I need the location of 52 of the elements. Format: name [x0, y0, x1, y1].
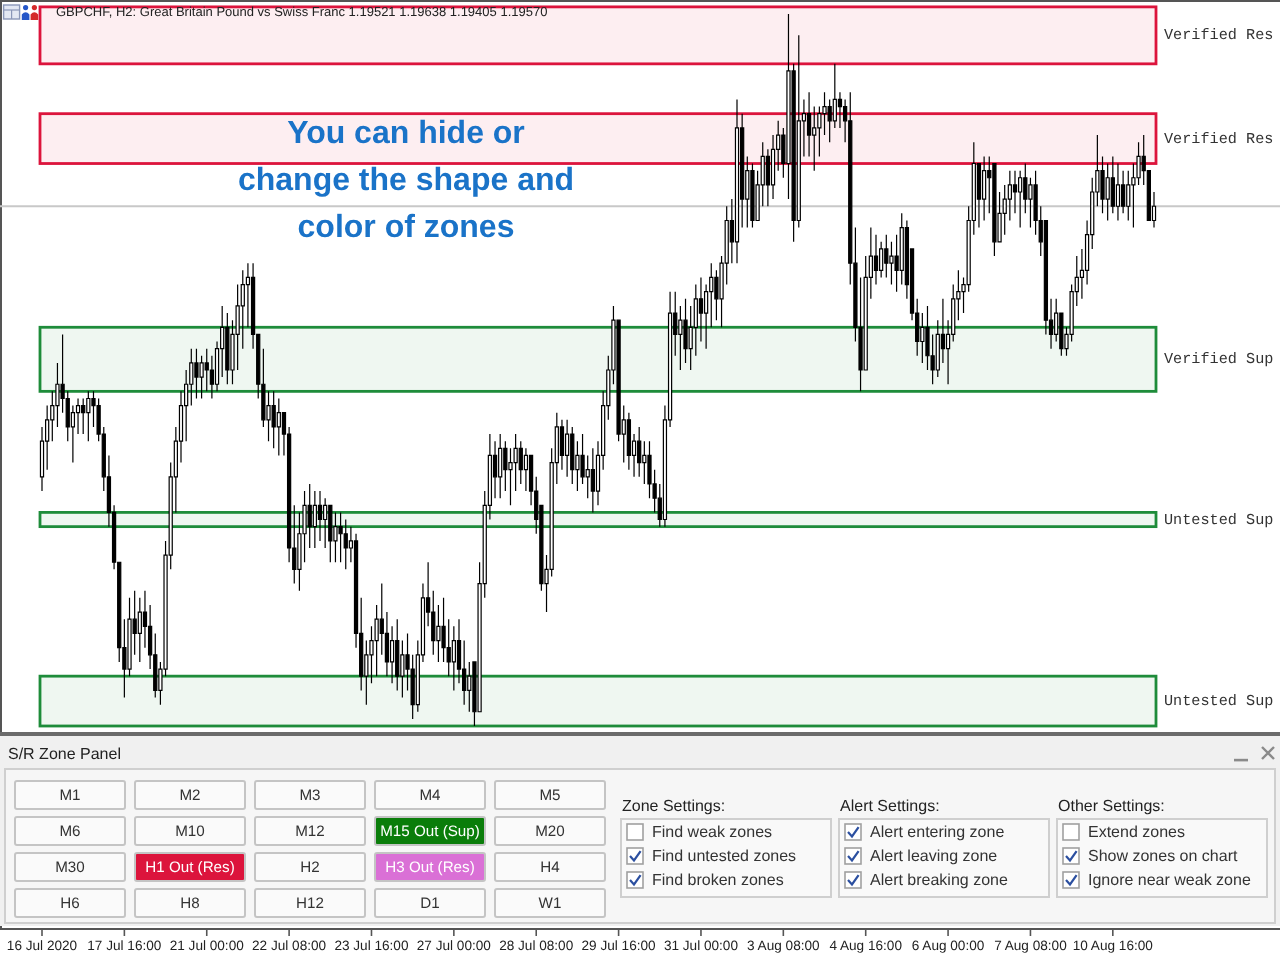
candlestick — [1115, 162, 1121, 222]
candlestick — [276, 397, 281, 457]
candlestick — [204, 348, 209, 392]
candlestick — [338, 511, 343, 563]
candlestick — [343, 518, 348, 570]
candlestick — [570, 426, 575, 485]
candlestick — [518, 440, 523, 485]
text: Zone Settings: — [622, 797, 726, 815]
candlestick — [271, 390, 276, 449]
text: Alert entering zone — [870, 823, 1006, 841]
text: Alert Settings: — [840, 797, 940, 815]
candlestick — [333, 511, 338, 563]
candlestick — [451, 625, 456, 691]
candlestick — [317, 490, 323, 542]
candlestick — [637, 426, 642, 478]
text: Show zones on chart — [1088, 847, 1239, 865]
candlestick — [884, 234, 889, 279]
text: Find broken zones — [652, 871, 784, 889]
candlestick — [199, 355, 204, 400]
candlestick — [86, 390, 91, 442]
candlestick — [879, 241, 884, 279]
candlestick — [81, 397, 86, 435]
candlestick — [683, 298, 688, 364]
candlestick — [564, 419, 570, 478]
candlestick — [626, 412, 632, 471]
candlestick — [1105, 162, 1110, 222]
candlestick — [395, 618, 400, 691]
candlestick — [1018, 170, 1023, 229]
candlestick — [734, 98, 740, 264]
text: Find weak zones — [652, 823, 773, 841]
candlestick — [137, 597, 142, 663]
candlestick — [992, 162, 997, 257]
candlestick — [1120, 170, 1126, 214]
candlestick — [194, 348, 199, 400]
candlestick — [750, 162, 755, 229]
annotation: You can hide or change the shape and color of zones — [237, 117, 575, 246]
text: Alert breaking zone — [870, 871, 1009, 889]
text: Alert leaving zone — [870, 847, 999, 865]
candlestick — [1126, 170, 1131, 222]
text: Ignore near weak zone — [1088, 871, 1252, 889]
candlestick — [328, 504, 333, 563]
text: Other Settings: — [1058, 797, 1165, 815]
text: Find untested zones — [652, 847, 797, 865]
text: S/R Zone Panel — [8, 745, 122, 763]
candlestick — [981, 155, 987, 222]
candlestick — [1110, 155, 1115, 214]
text: Extend zones — [1088, 823, 1185, 841]
candlestick — [498, 433, 503, 499]
candlestick — [590, 447, 595, 513]
candlestick — [225, 312, 230, 385]
candlestick — [889, 241, 894, 286]
candlestick — [312, 490, 317, 549]
